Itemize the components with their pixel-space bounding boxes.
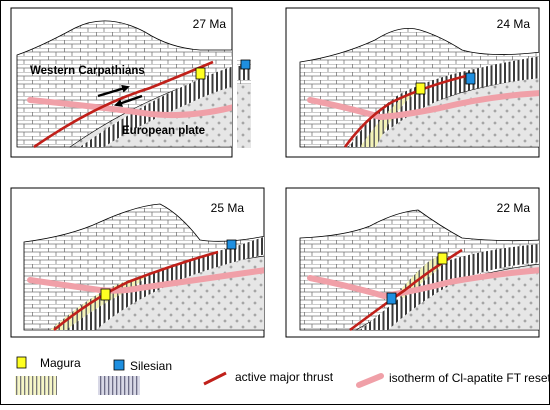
panel-24ma: 24 Ma	[285, 7, 540, 158]
arrow-european-plate	[114, 94, 143, 107]
isotherm-line	[307, 90, 539, 121]
label-european-plate: European plate	[122, 125, 205, 137]
silesian-marker	[465, 72, 476, 85]
active-thrust-line	[53, 250, 219, 331]
age-label: 22 Ma	[497, 201, 531, 215]
silesian-unit	[349, 56, 539, 147]
legend-silesian: Silesian	[98, 359, 172, 395]
panel-25ma: 25 Ma	[10, 187, 265, 338]
magura-marker	[415, 82, 426, 95]
active-thrust-line	[33, 60, 214, 149]
magura-pattern-swatch	[15, 376, 57, 395]
silesian-unit	[80, 66, 232, 147]
silesian-unit	[360, 244, 539, 330]
silesian-marker	[240, 59, 251, 70]
age-label: 27 Ma	[193, 17, 227, 31]
silesian-marker-swatch	[113, 359, 125, 371]
panel-27ma-side-strip-silesian	[237, 66, 251, 80]
isotherm-line	[27, 97, 232, 119]
panel-27ma: Western Carpathians European plate 27 Ma	[10, 7, 251, 158]
legend-isotherm-label: isotherm of Cl-apatite FT reset	[389, 371, 550, 385]
legend-magura-label: Magura	[40, 356, 81, 370]
legend-thrust: active major thrust	[203, 370, 334, 386]
magura-marker	[100, 288, 111, 301]
silesian-marker	[226, 239, 237, 250]
legend-thrust-label: active major thrust	[235, 370, 334, 384]
panel-27ma-side-strip-plate	[237, 84, 251, 148]
isotherm-swatch	[356, 373, 384, 388]
legend: Magura Silesian active major thrust isot…	[15, 356, 550, 395]
label-western-carpathians: Western Carpathians	[30, 65, 145, 77]
magura-marker-swatch	[16, 356, 27, 369]
thrust-swatch	[203, 371, 227, 386]
isotherm-line	[27, 267, 264, 294]
magura-unit	[360, 82, 440, 147]
magura-marker	[437, 252, 448, 265]
age-label: 25 Ma	[211, 201, 245, 215]
legend-silesian-label: Silesian	[130, 359, 172, 373]
arrow-western-carpathians	[97, 84, 130, 98]
silesian-pattern-swatch	[98, 376, 140, 395]
legend-isotherm: isotherm of Cl-apatite FT reset	[356, 371, 550, 388]
age-label: 24 Ma	[497, 17, 531, 31]
silesian-marker	[386, 292, 397, 305]
isotherm-line	[307, 267, 539, 300]
legend-magura: Magura	[15, 356, 81, 395]
active-thrust-line	[343, 73, 471, 148]
magura-marker	[195, 67, 206, 80]
panel-22ma: 22 Ma	[285, 187, 540, 338]
